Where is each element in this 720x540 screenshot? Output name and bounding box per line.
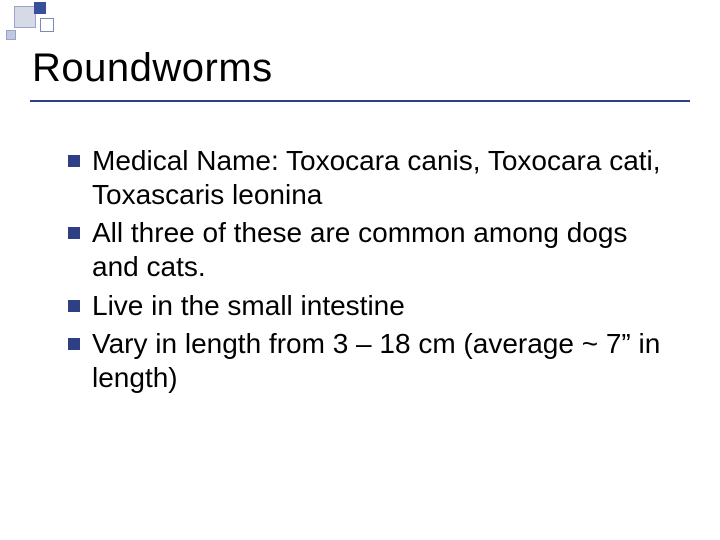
square-bullet-icon (68, 338, 80, 350)
title-underline (30, 100, 690, 102)
list-item-text: All three of these are common among dogs… (92, 216, 680, 284)
list-item: Medical Name: Toxocara canis, Toxocara c… (68, 144, 680, 212)
list-item: All three of these are common among dogs… (68, 216, 680, 284)
corner-decoration (0, 0, 80, 50)
list-item-text: Medical Name: Toxocara canis, Toxocara c… (92, 144, 680, 212)
square-bullet-icon (68, 155, 80, 167)
deco-square (14, 6, 36, 28)
square-bullet-icon (68, 227, 80, 239)
deco-square (34, 2, 46, 14)
list-item: Live in the small intestine (68, 289, 680, 323)
square-bullet-icon (68, 300, 80, 312)
deco-square (40, 18, 54, 32)
list-item-text: Vary in length from 3 – 18 cm (average ~… (92, 327, 680, 395)
bullet-list: Medical Name: Toxocara canis, Toxocara c… (68, 144, 680, 399)
list-item-text: Live in the small intestine (92, 289, 680, 323)
list-item: Vary in length from 3 – 18 cm (average ~… (68, 327, 680, 395)
deco-square (6, 30, 16, 40)
slide-title: Roundworms (32, 46, 273, 91)
